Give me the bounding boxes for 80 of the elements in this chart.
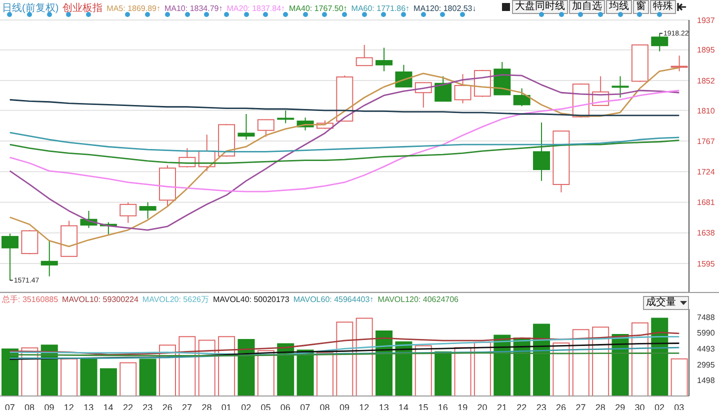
y-tick-label: 2995 [697, 360, 716, 370]
chart-subtitle: 创业板指 [62, 2, 103, 15]
bar [40, 344, 58, 396]
candlestick [533, 122, 550, 182]
bar [257, 350, 274, 396]
y-tick-label: 7488 [697, 312, 716, 322]
line-series [9, 99, 680, 116]
bar [474, 342, 491, 396]
line-series [9, 346, 680, 359]
y-tick-label: 1767 [697, 136, 716, 146]
x-tick-label: 27 [576, 402, 586, 412]
bar [218, 336, 236, 396]
bar [336, 322, 354, 396]
text: 加自选 [569, 0, 605, 14]
text: MAVOL60: 45964403↑ [293, 295, 374, 304]
text: 总手: 35160885 [2, 294, 58, 305]
chart-title: 日线(前复权) [2, 2, 59, 15]
candlestick [376, 47, 393, 72]
line-series [9, 332, 680, 356]
text: MA120: 1802.53↓ [414, 4, 476, 13]
bar [670, 358, 688, 396]
text: MA60: 1771.86↑ [351, 4, 410, 13]
text: MA20: 1837.84↑ [226, 4, 286, 13]
y-tick-label: 1724 [697, 168, 716, 177]
line-series [9, 90, 680, 192]
text: MAVOL20: 5626万 [142, 294, 209, 305]
line-series [9, 336, 680, 356]
bar [454, 347, 472, 396]
bar [296, 350, 314, 396]
y-tick-label: 1810 [697, 106, 716, 116]
text: 成交量 [643, 296, 689, 310]
y-tick-label: 5990 [697, 328, 716, 338]
y-tick-label: 4493 [697, 344, 716, 354]
y-tick-label: 1681 [697, 198, 716, 208]
bar [395, 341, 412, 396]
candlestick [454, 74, 472, 104]
y-tick-label: 1498 [697, 376, 716, 386]
bar [572, 329, 590, 396]
candlestick [612, 76, 629, 98]
bar [139, 358, 156, 396]
x-tick-label: 21 [496, 402, 507, 412]
bar [651, 318, 668, 396]
text: MA10: 1834.79↑ [164, 4, 223, 13]
bar [120, 362, 137, 396]
y-tick-label: 1852 [697, 76, 716, 86]
bar [238, 338, 255, 396]
candlestick [40, 240, 58, 277]
y-tick-label: 1895 [697, 46, 716, 55]
bar [198, 340, 216, 396]
bar [2, 348, 18, 396]
bar [158, 344, 176, 396]
x-tick-label: 22 [122, 402, 133, 412]
x-tick-label: 12 [64, 402, 74, 412]
x-tick-label: 27 [182, 402, 192, 412]
x-tick-label: 12 [359, 402, 370, 412]
bar [414, 345, 432, 396]
text: 窗 [633, 0, 649, 14]
bar [316, 352, 334, 396]
y-tick-label: 1595 [697, 259, 716, 268]
text: MAVOL40: 50020173 [212, 295, 290, 304]
text: 均线 [606, 0, 632, 14]
text: MAVOL120: 40624706 [378, 295, 458, 304]
x-tick-label: 22 [516, 402, 527, 412]
bar [434, 351, 452, 396]
text: MAVOL10: 59300224 [62, 295, 138, 304]
text: MA40: 1767.50↑ [289, 4, 348, 13]
bar [552, 342, 570, 396]
bar [60, 358, 78, 396]
x-tick-label: 14 [103, 402, 114, 412]
bar [100, 368, 117, 396]
bar [80, 358, 98, 396]
y-tick-label: 1638 [697, 228, 716, 238]
text: MA5: 1869.89↑ [106, 4, 160, 13]
y-tick-label: 1937 [697, 16, 716, 25]
bar [277, 343, 294, 396]
text: 特殊 [650, 0, 676, 14]
bar [356, 318, 373, 396]
bar [178, 336, 196, 396]
x-tick-label: 14 [398, 402, 409, 412]
text: 大盘同时线 [512, 0, 568, 14]
